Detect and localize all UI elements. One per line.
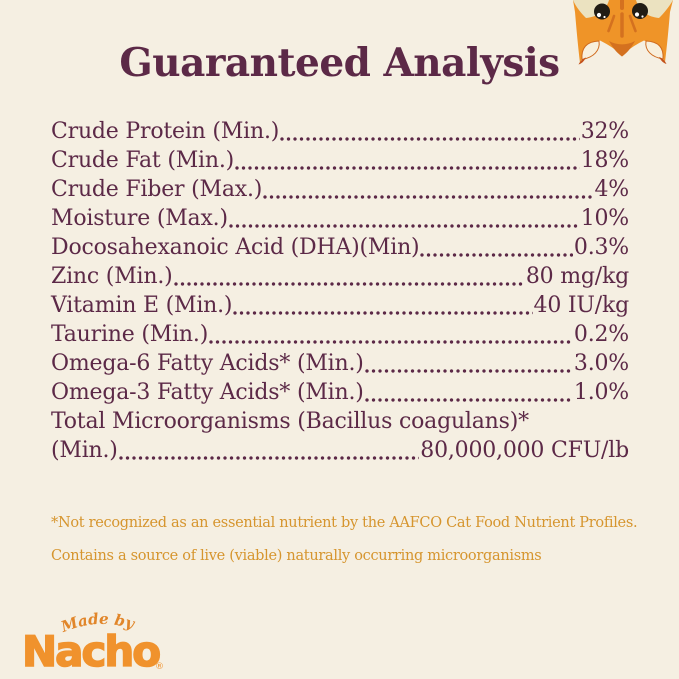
analysis-row: Crude Fat (Min.) 18% [51, 146, 629, 175]
nutrient-value: 0.2% [573, 322, 629, 347]
nutrient-label: Crude Fat (Min.) [51, 148, 235, 173]
dot-leader [228, 224, 580, 228]
nutrient-label: Moisture (Max.) [51, 206, 228, 231]
dot-leader [263, 195, 594, 199]
nutrient-label: Total Microorganisms (Bacillus coagulans… [51, 409, 529, 434]
logo-brand: Nacho [22, 627, 160, 671]
analysis-row: Omega-6 Fatty Acids* (Min.) 3.0% [51, 349, 629, 378]
analysis-row: Omega-3 Fatty Acids* (Min.) 1.0% [51, 378, 629, 407]
nutrient-label: Zinc (Min.) [51, 264, 173, 289]
dot-leader [235, 166, 580, 170]
analysis-row: Zinc (Min.) 80 mg/kg [51, 262, 629, 291]
nutrient-label: (Min.) [51, 438, 118, 463]
nutrient-label: Omega-6 Fatty Acids* (Min.) [51, 351, 364, 376]
analysis-row: Vitamin E (Min.) 40 IU/kg [51, 291, 629, 320]
analysis-row: Docosahexanoic Acid (DHA)(Min) 0.3% [51, 233, 629, 262]
registered-mark: ® [155, 662, 164, 671]
page-title: Guaranteed Analysis [119, 40, 560, 86]
guaranteed-analysis-list: Crude Protein (Min.) 32% Crude Fat (Min.… [51, 117, 629, 465]
nutrient-value: 80 mg/kg [525, 264, 629, 289]
dot-leader [364, 369, 573, 373]
nutrient-label: Vitamin E (Min.) [51, 293, 233, 318]
dot-leader [420, 253, 573, 257]
footnote: *Not recognized as an essential nutrient… [51, 507, 638, 573]
nutrient-value: 32% [580, 119, 630, 144]
nacho-logo: Made by Nacho ® [22, 610, 164, 671]
nutrient-value: 4% [594, 177, 629, 202]
analysis-row: Crude Protein (Min.) 32% [51, 117, 629, 146]
nutrient-value: 18% [580, 148, 630, 173]
analysis-row: Taurine (Min.) 0.2% [51, 320, 629, 349]
nutrient-label: Omega-3 Fatty Acids* (Min.) [51, 380, 364, 405]
footnote-line-1: *Not recognized as an essential nutrient… [51, 515, 638, 531]
nutrient-value: 0.3% [573, 235, 629, 260]
nutrient-value: 3.0% [573, 351, 629, 376]
nutrient-label: Docosahexanoic Acid (DHA)(Min) [51, 235, 420, 260]
nutrient-label: Crude Fiber (Max.) [51, 177, 263, 202]
analysis-row: Moisture (Max.) 10% [51, 204, 629, 233]
dot-leader [364, 398, 573, 402]
dot-leader [209, 340, 573, 344]
dot-leader [173, 282, 525, 286]
nutrient-label: Crude Protein (Min.) [51, 119, 280, 144]
nutrient-value: 40 IU/kg [533, 293, 630, 318]
dot-leader [118, 456, 420, 460]
nutrient-value: 80,000,000 CFU/lb [420, 438, 629, 463]
analysis-row: Crude Fiber (Max.) 4% [51, 175, 629, 204]
footnote-line-2: Contains a source of live (viable) natur… [51, 548, 542, 564]
analysis-row: (Min.) 80,000,000 CFU/lb [51, 436, 629, 465]
analysis-row: Total Microorganisms (Bacillus coagulans… [51, 407, 629, 436]
nutrient-value: 1.0% [573, 380, 629, 405]
dot-leader [280, 137, 580, 141]
nutrient-label: Taurine (Min.) [51, 322, 209, 347]
nutrient-value: 10% [580, 206, 630, 231]
orange-cat-peeking-icon [573, 0, 673, 65]
dot-leader [233, 311, 533, 315]
